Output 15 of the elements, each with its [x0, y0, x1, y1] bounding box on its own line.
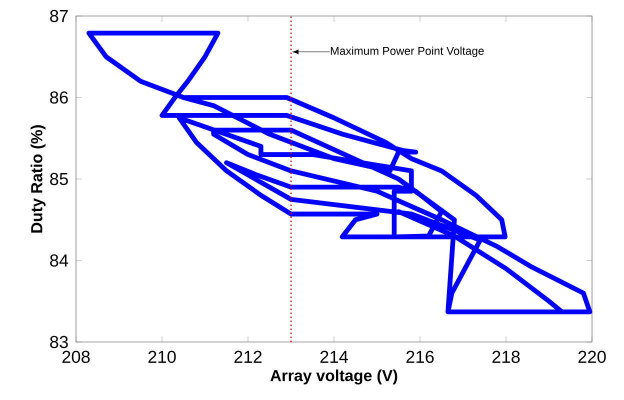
y-tick-label: 86 — [50, 91, 68, 104]
x-tick-label: 220 — [578, 350, 606, 363]
x-axis-title: Array voltage (V) — [270, 369, 398, 384]
x-tick-label: 212 — [234, 350, 262, 363]
x-tick-label: 218 — [492, 350, 520, 363]
x-tick-label: 216 — [406, 350, 434, 363]
y-tick-label: 85 — [50, 172, 68, 186]
ref-line-label: Maximum Power Point Voltage — [330, 46, 484, 58]
y-tick-label: 84 — [50, 254, 68, 267]
x-tick-label: 214 — [320, 350, 348, 363]
x-tick-label: 210 — [148, 350, 176, 363]
y-tick-label: 87 — [50, 10, 68, 22]
y-tick-label: 83 — [50, 336, 68, 348]
y-axis-title: Duty Ratio (%) — [30, 125, 46, 233]
x-tick-label: 208 — [62, 350, 90, 363]
